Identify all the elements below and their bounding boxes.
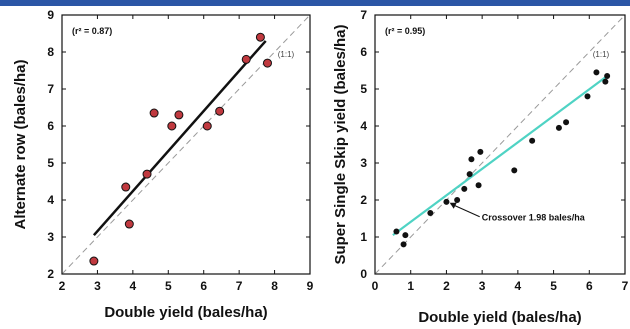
right-plot-frame <box>374 14 626 275</box>
left-data-point <box>241 54 251 64</box>
right-data-point <box>468 156 475 163</box>
right-y-tick-label: 7 <box>360 8 367 22</box>
right-y-tick-label: 1 <box>360 230 367 244</box>
right-data-point <box>400 241 407 248</box>
left-y-axis-label: Alternate row (bales/ha) <box>12 59 29 229</box>
right-y-tick-label: 5 <box>360 82 367 96</box>
right-data-point <box>511 167 518 174</box>
left-fit-line <box>92 40 267 236</box>
left-y-tick-label: 8 <box>47 45 54 59</box>
left-y-tick-label: 2 <box>47 267 54 281</box>
left-data-point <box>202 121 212 131</box>
left-data-point <box>215 106 225 116</box>
right-data-point <box>584 93 591 100</box>
right-data-point <box>563 119 570 126</box>
left-x-tick-label: 4 <box>130 279 137 293</box>
crossover-arrow-line <box>450 203 480 218</box>
right-data-point <box>393 228 400 235</box>
crossover-arrow-head <box>449 202 457 209</box>
right-y-tick-label: 6 <box>360 45 367 59</box>
left-plot-frame <box>61 14 311 275</box>
left-y-tick-label: 3 <box>47 230 54 244</box>
right-y-tick-label: 4 <box>360 119 367 133</box>
right-data-point <box>477 148 484 155</box>
right-y-tick-label: 3 <box>360 156 367 170</box>
left-x-axis-label: Double yield (bales/ha) <box>104 304 267 321</box>
left-data-point <box>167 121 177 131</box>
right-data-point <box>593 69 600 76</box>
left-x-tick-label: 2 <box>59 279 66 293</box>
right-data-point <box>466 171 473 178</box>
right-data-point <box>555 124 562 131</box>
left-y-tick-label: 9 <box>47 8 54 22</box>
left-one-to-one-label: (1:1) <box>278 50 295 59</box>
right-y-axis-label: Super Single Skip yield (bales/ha) <box>332 24 349 264</box>
right-x-tick-label: 6 <box>586 279 593 293</box>
left-data-point <box>149 108 159 118</box>
right-one-to-one-label: (1:1) <box>593 50 610 59</box>
top-banner <box>0 0 630 6</box>
right-x-axis-label: Double yield (bales/ha) <box>418 309 581 326</box>
left-data-point <box>142 169 152 179</box>
right-y-tick-label: 0 <box>360 267 367 281</box>
right-data-point <box>604 73 611 80</box>
left-x-tick-label: 3 <box>94 279 101 293</box>
right-y-tick-label: 2 <box>360 193 367 207</box>
right-data-point <box>427 209 434 216</box>
right-data-point <box>475 182 482 189</box>
right-data-point <box>602 78 609 85</box>
right-x-tick-label: 4 <box>515 279 522 293</box>
right-data-point <box>529 137 536 144</box>
left-x-tick-label: 9 <box>307 279 314 293</box>
left-y-tick-label: 5 <box>47 156 54 170</box>
left-x-tick-label: 8 <box>271 279 278 293</box>
right-data-point <box>443 198 450 205</box>
right-x-tick-label: 3 <box>479 279 486 293</box>
left-data-point <box>121 182 131 192</box>
left-x-tick-label: 5 <box>165 279 172 293</box>
right-x-tick-label: 2 <box>443 279 450 293</box>
left-data-point <box>255 32 265 42</box>
left-x-tick-label: 7 <box>236 279 243 293</box>
left-y-tick-label: 6 <box>47 119 54 133</box>
left-data-point <box>262 58 272 68</box>
right-data-point <box>402 232 409 239</box>
left-data-point <box>174 110 184 120</box>
right-data-point <box>461 185 468 192</box>
left-y-tick-label: 4 <box>47 193 54 207</box>
right-x-tick-label: 7 <box>622 279 629 293</box>
left-data-point <box>89 256 99 266</box>
right-fit-line <box>392 75 608 237</box>
right-x-tick-label: 0 <box>372 279 379 293</box>
right-x-tick-label: 1 <box>407 279 414 293</box>
right-x-tick-label: 5 <box>550 279 557 293</box>
left-x-tick-label: 6 <box>200 279 207 293</box>
crossover-annotation: Crossover 1.98 bales/ha <box>482 213 586 223</box>
right-one-to-one-line <box>374 14 626 275</box>
right-data-point <box>454 197 461 203</box>
left-r2-annotation: (r² = 0.87) <box>72 26 112 36</box>
right-r2-annotation: (r² = 0.95) <box>385 26 425 36</box>
left-y-tick-label: 7 <box>47 82 54 96</box>
left-one-to-one-line <box>61 14 311 275</box>
left-data-point <box>124 219 134 229</box>
